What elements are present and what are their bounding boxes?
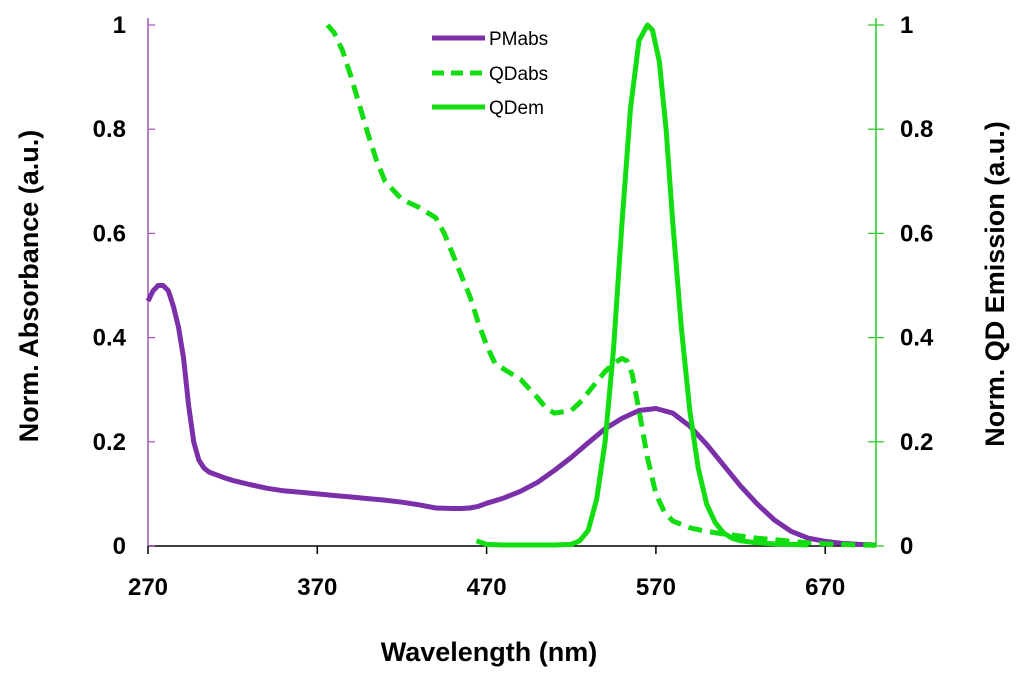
y-tick-label-right: 0.4 xyxy=(900,325,934,352)
x-axis-title: Wavelength (nm) xyxy=(381,637,598,667)
y-tick-label-left: 0.6 xyxy=(93,220,126,247)
y-tick-label-right: 0.2 xyxy=(900,429,933,456)
y-tick-label-left: 0.8 xyxy=(93,116,126,143)
y-tick-label-right: 1 xyxy=(900,12,913,39)
y-tick-label-left: 0.2 xyxy=(93,429,126,456)
x-tick-label: 570 xyxy=(636,574,676,601)
series-line-qdabs xyxy=(325,23,877,548)
y-tick-label-left: 0 xyxy=(113,533,126,560)
y-tick-label-right: 0.8 xyxy=(900,116,933,143)
x-tick-label: 670 xyxy=(805,574,845,601)
y-axis-title-left: Norm. Absorbance (a.u.) xyxy=(14,130,44,443)
tick-labels: 0 0.2 0.4 0.6 0.8 1 0 0.2 0.4 0.6 0.8 1 270 370 470 570… xyxy=(93,12,934,601)
x-tick-label: 470 xyxy=(467,574,507,601)
y-tick-label-left: 1 xyxy=(113,12,126,39)
legend-label-qdabs: QDabs xyxy=(489,64,548,85)
series-line-pmabs xyxy=(145,283,877,548)
y-tick-label-left: 0.4 xyxy=(93,325,127,352)
y-tick-label-right: 0.6 xyxy=(900,220,933,247)
y-axis-title-right: Norm. QD Emission (a.u.) xyxy=(980,121,1010,447)
x-tick-label: 270 xyxy=(128,574,168,601)
plot-series xyxy=(145,22,877,548)
y-tick-label-right: 0 xyxy=(900,533,913,560)
series-line-qdem xyxy=(475,22,809,548)
legend-label-pmabs: PMabs xyxy=(489,29,548,50)
legend-label-qdem: QDem xyxy=(489,98,544,119)
legend: PMabs QDabs QDem xyxy=(432,29,548,119)
x-tick-label: 370 xyxy=(297,574,337,601)
